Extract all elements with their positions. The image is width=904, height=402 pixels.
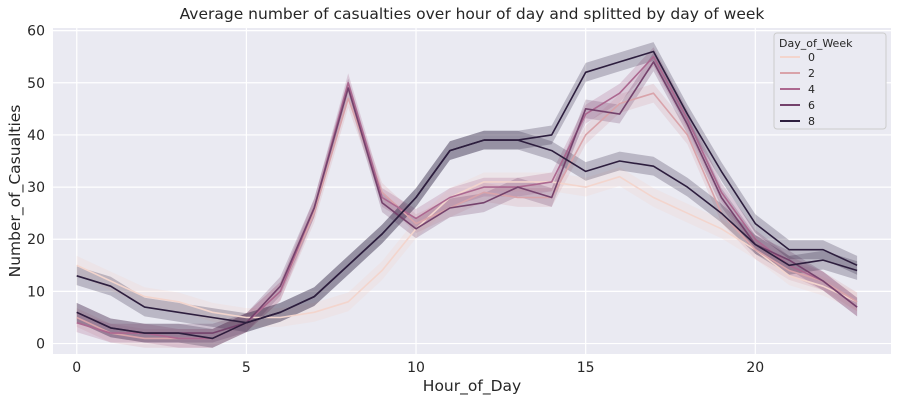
legend-label: 2 <box>808 67 815 80</box>
y-axis-label: Number_of_Casualties <box>6 105 25 278</box>
grid <box>53 28 891 354</box>
x-tick-label: 0 <box>72 360 81 376</box>
confidence-band <box>76 42 858 333</box>
y-tick-label: 30 <box>27 180 45 196</box>
y-tick-label: 40 <box>27 128 45 144</box>
legend-label: 6 <box>808 99 815 112</box>
y-tick-label: 50 <box>27 76 45 92</box>
confidence-band <box>76 52 858 343</box>
y-tick-label: 20 <box>27 232 45 248</box>
legend-title: Day_of_Week <box>779 37 853 50</box>
series-line <box>76 139 858 340</box>
x-tick-label: 15 <box>577 360 595 376</box>
y-tick-label: 10 <box>27 284 45 300</box>
legend-label: 4 <box>808 83 815 96</box>
x-axis-label: Hour_of_Day <box>423 377 521 396</box>
x-tick-label: 5 <box>242 360 251 376</box>
confidence-bands <box>76 42 858 348</box>
y-tick-label: 60 <box>27 24 45 40</box>
legend: Day_of_Week 0 2 4 6 8 <box>773 32 887 130</box>
series-line <box>76 61 858 334</box>
chart-title: Average number of casualties over hour o… <box>180 5 765 23</box>
x-tick-label: 20 <box>746 360 764 376</box>
x-ticks: 0 5 10 15 20 <box>72 360 764 376</box>
series-line <box>76 55 858 340</box>
legend-label: 0 <box>808 51 815 64</box>
confidence-band <box>76 130 858 348</box>
x-tick-label: 10 <box>407 360 425 376</box>
confidence-band <box>76 47 858 348</box>
confidence-band <box>76 167 858 327</box>
series-lines <box>76 50 858 340</box>
legend-box <box>773 32 887 130</box>
series-line <box>76 175 858 319</box>
y-tick-label: 0 <box>36 337 45 353</box>
y-ticks: 0 10 20 30 40 50 60 <box>27 24 45 353</box>
legend-label: 8 <box>808 115 815 128</box>
